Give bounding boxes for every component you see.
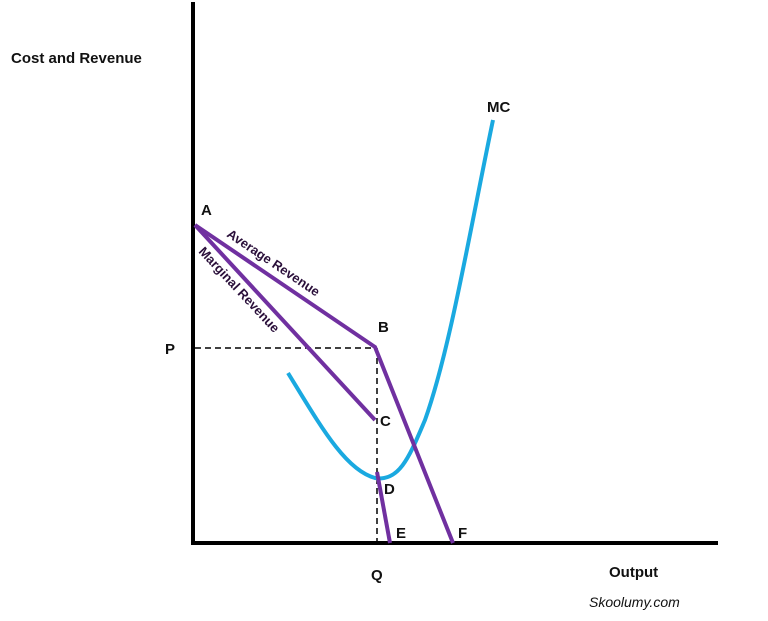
- mc-label: MC: [487, 99, 510, 116]
- point-label: F: [458, 525, 467, 542]
- y-axis-title: Cost and Revenue: [11, 50, 142, 67]
- x-axis-title: Output: [609, 564, 658, 581]
- point-label: E: [396, 525, 406, 542]
- mc-curve: [286, 119, 495, 481]
- watermark: Skoolumy.com: [589, 594, 680, 610]
- point-label: D: [384, 481, 395, 498]
- marginal-revenue-curve-upper: [193, 223, 377, 422]
- point-label: C: [380, 413, 391, 430]
- point-label: A: [201, 202, 212, 219]
- point-label: B: [378, 319, 389, 336]
- marginal-revenue-curve-lower: [375, 471, 392, 544]
- average-revenue-curve: [193, 223, 455, 544]
- price-label: P: [165, 341, 175, 358]
- quantity-label: Q: [371, 567, 383, 584]
